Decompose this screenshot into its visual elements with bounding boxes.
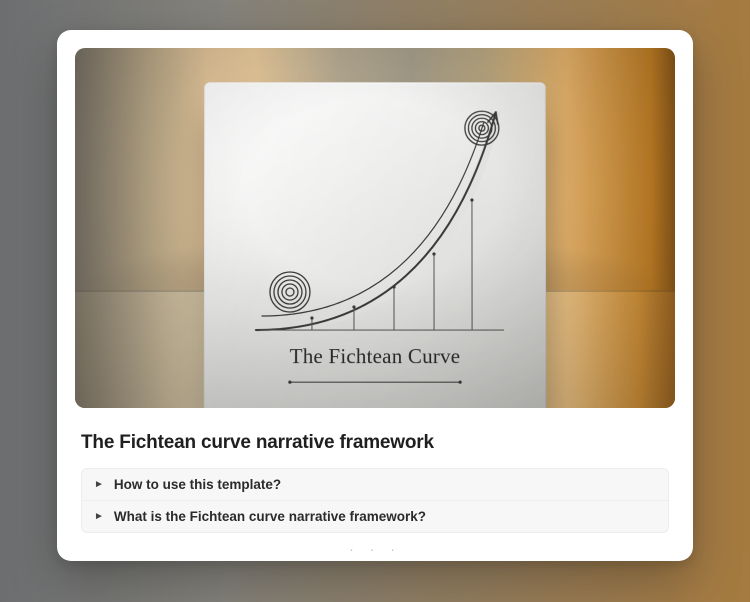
pager-dots: · · · (75, 533, 675, 561)
accordion: ► How to use this template? ► What is th… (81, 468, 669, 533)
poster-title: The Fichtean Curve (204, 344, 546, 369)
accordion-item-label: How to use this template? (114, 477, 281, 492)
chevron-right-icon: ► (94, 479, 104, 490)
accordion-item-what-is[interactable]: ► What is the Fichtean curve narrative f… (82, 501, 668, 532)
page-title: The Fichtean curve narrative framework (81, 432, 669, 454)
card-inner: The Fichtean Curve The Fichtean curve na… (57, 30, 693, 561)
accordion-item-label: What is the Fichtean curve narrative fra… (114, 509, 426, 524)
hero-image: The Fichtean Curve (75, 48, 675, 408)
accordion-item-how-to-use[interactable]: ► How to use this template? (82, 469, 668, 501)
template-card: The Fichtean Curve The Fichtean curve na… (57, 30, 693, 561)
chevron-right-icon: ► (94, 511, 104, 522)
poster-board: The Fichtean Curve (204, 82, 547, 408)
